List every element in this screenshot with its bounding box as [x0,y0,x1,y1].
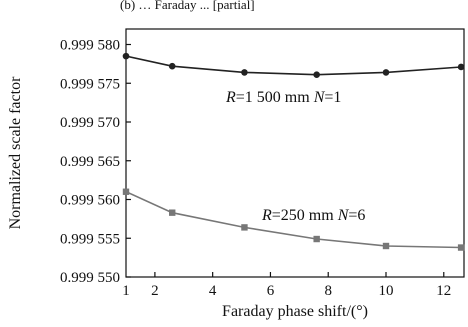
data-point [168,62,176,70]
y-tick-label: 0.999 575 [60,76,120,92]
x-tick-label: 8 [324,283,332,299]
annotation-layer: R=1 500 mm N=1 R=250 mm N=6 [225,89,365,224]
data-point [457,244,465,251]
x-tick-label: 6 [267,283,275,299]
series-line-2 [125,190,462,249]
x-tick-label: 10 [379,283,394,299]
x-axis: 1 2 4 6 8 10 12 [122,272,451,299]
data-point [313,71,320,79]
x-tick-label: 2 [151,283,159,299]
data-point [313,235,320,243]
data-point [122,188,130,195]
x-axis-title: Faraday phase shift/(°) [222,303,368,320]
series-layer [122,52,465,251]
y-tick-label: 0.999 560 [60,193,120,209]
data-point [382,69,390,76]
y-tick-label: 0.999 550 [60,270,120,286]
cut-off-title: (b) … Faraday ... [partial] [120,0,255,12]
data-point [457,63,465,71]
y-tick-label: 0.999 555 [60,231,120,247]
x-tick-label: 12 [436,283,451,299]
y-axis-title: Normalized scale factor [7,76,24,229]
x-origin-label: 1 [122,283,130,299]
x-tick-label: 4 [209,283,217,299]
plot-frame [125,28,465,278]
y-tick-label: 0.999 565 [60,154,120,170]
y-tick-label: 0.999 570 [60,115,120,131]
data-point [122,52,130,60]
data-point [241,224,248,231]
series-line-1 [125,55,462,76]
y-tick-label: 0.999 580 [60,38,120,54]
series-annotation-2: R=250 mm N=6 [261,207,365,224]
y-axis: 0.999 550 0.999 555 0.999 560 0.999 565 0.99… [60,38,131,286]
series-annotation-1: R=1 500 mm N=1 [225,89,341,106]
data-point [382,242,390,250]
data-point [169,209,176,216]
data-point [241,69,248,76]
